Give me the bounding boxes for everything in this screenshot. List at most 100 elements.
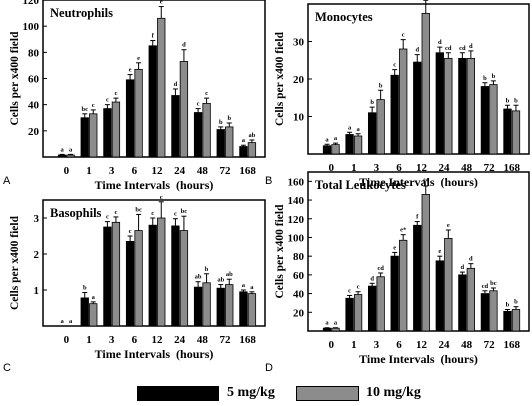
- bar: [376, 276, 385, 332]
- x-axis-label: Time Intervals (hours): [95, 347, 214, 361]
- bar: [216, 129, 225, 158]
- significance-label: b: [370, 99, 374, 106]
- bar: [331, 144, 340, 155]
- y-tick-label: 1: [34, 285, 40, 297]
- significance-label: a: [356, 126, 360, 133]
- bar: [157, 217, 166, 327]
- bar: [503, 310, 512, 332]
- significance-label: cd: [459, 45, 466, 52]
- bar: [511, 110, 521, 155]
- x-tick-label: 48: [461, 339, 473, 351]
- significance-label: e: [447, 222, 450, 229]
- significance-label: b: [514, 299, 518, 306]
- y-tick-label: 20: [293, 307, 305, 319]
- x-tick-label: 0: [329, 339, 335, 351]
- panel-b: Monocytes 10 20 30 Cells per x400 field 0 1 3 6 1…: [265, 0, 530, 189]
- significance-label: e: [393, 244, 396, 251]
- significance-label: bc: [82, 106, 89, 113]
- bar: [134, 230, 143, 327]
- bar: [399, 239, 408, 332]
- significance-label: b: [83, 285, 87, 292]
- bar: [57, 154, 67, 158]
- significance-label: b: [205, 266, 209, 273]
- significance-label: a: [60, 146, 64, 153]
- significance-label: f*: [423, 178, 428, 185]
- significance-label: c: [348, 287, 351, 294]
- significance-label: e: [129, 67, 132, 74]
- x-tick-label: 168: [239, 165, 256, 177]
- bar: [390, 74, 399, 155]
- bar: [511, 309, 521, 332]
- bar: [134, 68, 143, 158]
- bar: [480, 293, 490, 332]
- significance-label: a: [92, 294, 96, 301]
- significance-label: b: [219, 119, 223, 126]
- bar: [239, 291, 248, 327]
- significance-label: bc: [490, 280, 497, 287]
- x-tick-label: 6: [132, 334, 138, 346]
- bar: [239, 146, 248, 158]
- bar: [503, 108, 512, 155]
- y-tick-label: 40: [293, 289, 305, 301]
- bar: [489, 290, 498, 332]
- significance-label: ab: [248, 132, 255, 139]
- y-axis-label: Cells per x400 field: [274, 31, 286, 126]
- bar: [399, 48, 408, 155]
- y-tick-label: 3: [34, 213, 40, 225]
- significance-label: a: [325, 320, 329, 327]
- significance-label: cd: [377, 265, 384, 272]
- bar: [466, 57, 476, 155]
- x-tick-label: 48: [461, 162, 473, 174]
- bar: [421, 194, 430, 332]
- bar: [193, 286, 203, 327]
- bar: [247, 293, 257, 327]
- significance-label: b: [227, 115, 231, 122]
- y-tick-label: 20: [293, 74, 305, 86]
- significance-label: c: [114, 90, 117, 97]
- significance-label: ab: [195, 274, 202, 281]
- x-tick-label: 72: [484, 162, 496, 174]
- bar: [225, 284, 234, 327]
- x-tick-label: 0: [64, 334, 70, 346]
- x-tick-label: 1: [351, 339, 357, 351]
- significance-label: d: [469, 43, 473, 50]
- x-tick-label: 72: [484, 339, 496, 351]
- x-tick-label: 48: [197, 165, 209, 177]
- x-axis-label: Time Intervals (hours): [95, 178, 214, 192]
- significance-label: a: [334, 320, 338, 327]
- x-tick-label: 1: [86, 165, 92, 177]
- x-tick-label: 0: [329, 162, 335, 174]
- x-tick-label: 72: [220, 165, 232, 177]
- significance-label: bc: [181, 208, 188, 215]
- bar: [367, 112, 377, 155]
- y-tick-label: 140: [288, 195, 305, 207]
- significance-label: d: [174, 81, 178, 88]
- bar: [80, 117, 89, 158]
- panel-letter: B: [265, 175, 272, 187]
- bar: [225, 126, 234, 158]
- y-axis-label: Cells per x400 field: [9, 31, 21, 126]
- significance-label: f: [152, 33, 155, 40]
- significance-label: e: [137, 55, 140, 62]
- significance-label: d: [469, 256, 473, 263]
- bar: [413, 224, 422, 332]
- significance-label: b: [514, 97, 518, 104]
- x-tick-label: 24: [439, 339, 451, 351]
- x-tick-label: 168: [239, 334, 256, 346]
- significance-label: a: [60, 318, 64, 325]
- bar: [489, 84, 498, 155]
- y-tick-label: 40: [28, 100, 40, 112]
- bar: [367, 285, 377, 332]
- bar: [125, 240, 135, 327]
- x-tick-label: 24: [174, 165, 186, 177]
- panel-title: Basophils: [50, 206, 102, 220]
- significance-label: cd: [482, 283, 489, 290]
- bar: [353, 135, 363, 155]
- bar: [480, 86, 490, 155]
- x-tick-label: 6: [396, 339, 402, 351]
- y-axis-label: Cells per x400 field: [274, 204, 286, 299]
- panel-letter: D: [265, 362, 273, 374]
- bar: [66, 154, 75, 158]
